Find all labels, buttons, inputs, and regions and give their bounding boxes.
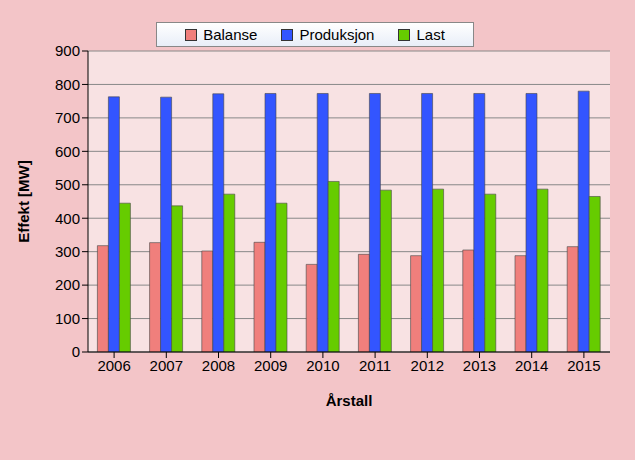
svg-text:2014: 2014 xyxy=(515,357,548,374)
svg-text:2013: 2013 xyxy=(463,357,496,374)
svg-text:2015: 2015 xyxy=(567,357,600,374)
svg-text:0: 0 xyxy=(72,343,80,360)
svg-text:Årstall: Årstall xyxy=(326,392,373,409)
svg-text:400: 400 xyxy=(55,210,80,227)
svg-text:800: 800 xyxy=(55,76,80,93)
svg-text:2009: 2009 xyxy=(254,357,287,374)
svg-text:500: 500 xyxy=(55,176,80,193)
svg-text:200: 200 xyxy=(55,276,80,293)
svg-text:2006: 2006 xyxy=(97,357,130,374)
svg-text:700: 700 xyxy=(55,109,80,126)
svg-text:900: 900 xyxy=(55,42,80,59)
svg-text:2011: 2011 xyxy=(359,357,391,374)
svg-text:2010: 2010 xyxy=(306,357,339,374)
svg-text:100: 100 xyxy=(55,310,80,327)
svg-text:600: 600 xyxy=(55,143,80,160)
svg-text:2012: 2012 xyxy=(411,357,444,374)
html-text:Produksjon: Produksjon xyxy=(299,26,375,43)
svg-text:Effekt [MW]: Effekt [MW] xyxy=(15,160,32,243)
svg-text:2007: 2007 xyxy=(150,357,183,374)
html-text:Balanse: Balanse xyxy=(203,26,258,43)
svg-text:300: 300 xyxy=(55,243,80,260)
html-text:Last: Last xyxy=(416,26,445,43)
svg-text:2008: 2008 xyxy=(202,357,235,374)
